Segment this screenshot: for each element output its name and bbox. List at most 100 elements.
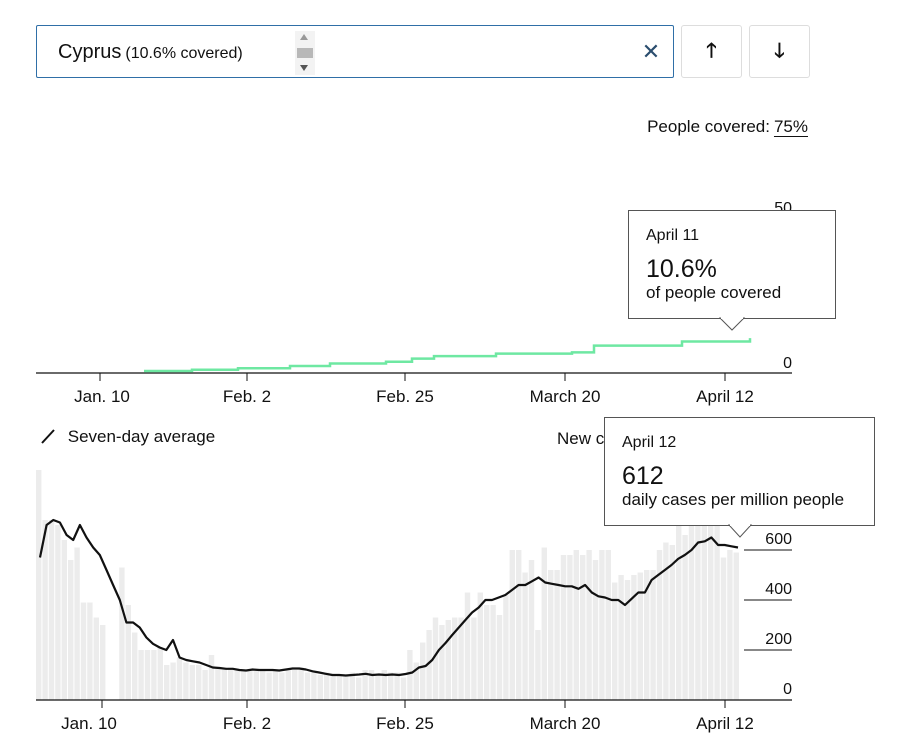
daily-case-bar bbox=[144, 650, 151, 700]
daily-case-bar bbox=[292, 670, 298, 700]
coverage-tooltip-desc: of people covered bbox=[646, 283, 782, 302]
daily-case-bar bbox=[663, 542, 669, 700]
daily-case-bar bbox=[100, 625, 106, 700]
daily-case-bar bbox=[324, 672, 330, 700]
scroll-up-arrow-icon[interactable] bbox=[300, 34, 308, 40]
daily-case-bar bbox=[272, 670, 279, 700]
coverage-line bbox=[144, 338, 752, 373]
daily-case-bar bbox=[61, 540, 67, 700]
scroll-thumb[interactable] bbox=[297, 48, 313, 58]
country-name: Cyprus (10.6% covered) bbox=[58, 41, 243, 64]
average-line-legend-icon bbox=[41, 429, 55, 444]
daily-case-bar bbox=[682, 535, 688, 700]
coverage-note: (10.6% covered) bbox=[125, 45, 243, 62]
daily-case-bar bbox=[253, 670, 259, 700]
arrow-down-icon: 🡓 bbox=[774, 40, 785, 62]
daily-case-bar bbox=[388, 672, 394, 700]
people-covered-scale-toggle[interactable]: 75% bbox=[773, 117, 808, 136]
daily-case-bar bbox=[733, 552, 739, 700]
people-covered-label: People covered: 75% bbox=[647, 117, 808, 137]
daily-case-bar bbox=[599, 550, 605, 700]
cases-y-tick-label: 200 bbox=[765, 631, 792, 648]
daily-case-bar bbox=[189, 665, 195, 700]
daily-case-bar bbox=[74, 547, 80, 700]
coverage-y-tick-label: 0 bbox=[783, 355, 792, 372]
coverage-tooltip-date: April 11 bbox=[646, 227, 700, 244]
legend: Seven-day average bbox=[41, 427, 215, 447]
selector-scroll-arrows[interactable] bbox=[295, 31, 315, 75]
daily-case-bar bbox=[656, 550, 663, 700]
daily-case-bar bbox=[196, 665, 202, 700]
cases-x-tick-label: Feb. 2 bbox=[223, 714, 271, 733]
daily-case-bar bbox=[285, 670, 291, 700]
cases-tooltip-desc: daily cases per million people bbox=[622, 490, 845, 509]
daily-case-bar bbox=[132, 632, 138, 700]
daily-case-bar bbox=[522, 572, 528, 700]
daily-case-bar bbox=[631, 575, 637, 700]
daily-case-bar bbox=[48, 520, 55, 700]
daily-case-bar bbox=[356, 677, 362, 700]
daily-case-bar bbox=[612, 582, 618, 700]
next-country-button[interactable]: 🡓 bbox=[749, 25, 810, 78]
daily-case-bar bbox=[464, 592, 471, 700]
daily-case-bar bbox=[407, 650, 413, 700]
daily-case-bar bbox=[311, 672, 317, 700]
daily-case-bar bbox=[695, 500, 701, 700]
daily-case-bar bbox=[375, 675, 381, 700]
daily-case-bar bbox=[439, 625, 445, 700]
daily-case-bar bbox=[452, 617, 458, 700]
daily-case-bar bbox=[420, 642, 426, 700]
daily-case-bar bbox=[580, 555, 586, 700]
seven-day-average-line bbox=[38, 518, 739, 677]
daily-case-bar bbox=[535, 630, 541, 700]
daily-case-bar bbox=[164, 665, 170, 700]
daily-case-bar bbox=[637, 572, 643, 700]
daily-case-bar bbox=[708, 482, 714, 700]
coverage-tooltip-value: 10.6% bbox=[646, 255, 717, 283]
cases-tooltip-date: April 12 bbox=[622, 434, 677, 451]
cases-tooltip-value: 612 bbox=[622, 462, 664, 490]
cases-chart: 0 200 400 600 Jan. 10 Feb. 2 Feb. 25 March 20 Ap… bbox=[36, 470, 792, 733]
daily-case-bar bbox=[36, 470, 42, 700]
cases-x-tick-label: April 12 bbox=[696, 714, 754, 733]
daily-case-bar bbox=[458, 617, 464, 700]
daily-case-bar bbox=[548, 570, 554, 700]
daily-case-bar bbox=[484, 605, 490, 700]
daily-case-bar bbox=[490, 605, 496, 700]
daily-case-bar bbox=[688, 525, 695, 700]
daily-case-bar bbox=[42, 520, 48, 700]
scroll-down-arrow-icon[interactable] bbox=[300, 65, 308, 71]
coverage-x-tick-label: Feb. 2 bbox=[223, 387, 271, 406]
cases-x-tick-label: Feb. 25 bbox=[376, 714, 434, 733]
coverage-x-tick-label: March 20 bbox=[530, 387, 601, 406]
daily-case-bar bbox=[676, 520, 682, 700]
daily-case-bar bbox=[87, 602, 93, 700]
daily-case-bar bbox=[240, 670, 247, 700]
daily-case-bar bbox=[445, 620, 451, 700]
daily-case-bar bbox=[586, 550, 592, 700]
daily-case-bar bbox=[720, 557, 727, 700]
daily-case-bar bbox=[55, 525, 61, 700]
country-selector[interactable]: Cyprus (10.6% covered) ✕ bbox=[36, 25, 674, 78]
daily-case-bar bbox=[516, 550, 522, 700]
daily-case-bar bbox=[714, 525, 720, 700]
daily-case-bar bbox=[157, 647, 163, 700]
daily-case-bar bbox=[183, 662, 189, 700]
daily-case-bar bbox=[330, 675, 336, 700]
daily-case-bar bbox=[202, 670, 208, 700]
daily-case-bar bbox=[503, 595, 509, 700]
daily-case-bar bbox=[176, 657, 183, 700]
daily-case-bar bbox=[343, 675, 349, 700]
daily-case-bar bbox=[119, 567, 125, 700]
daily-case-bar bbox=[125, 605, 131, 700]
cases-tooltip: April 12 612 daily cases per million peo… bbox=[604, 417, 875, 526]
clear-selection-button[interactable]: ✕ bbox=[641, 39, 661, 64]
daily-case-bar bbox=[215, 667, 221, 700]
previous-country-button[interactable]: 🡑 bbox=[681, 25, 742, 78]
cases-x-tick-label: March 20 bbox=[530, 714, 601, 733]
daily-case-bar bbox=[624, 580, 631, 700]
cases-y-tick-label: 400 bbox=[765, 581, 792, 598]
daily-case-bar bbox=[317, 675, 323, 700]
new-cases-legend-label: New c bbox=[557, 429, 605, 448]
